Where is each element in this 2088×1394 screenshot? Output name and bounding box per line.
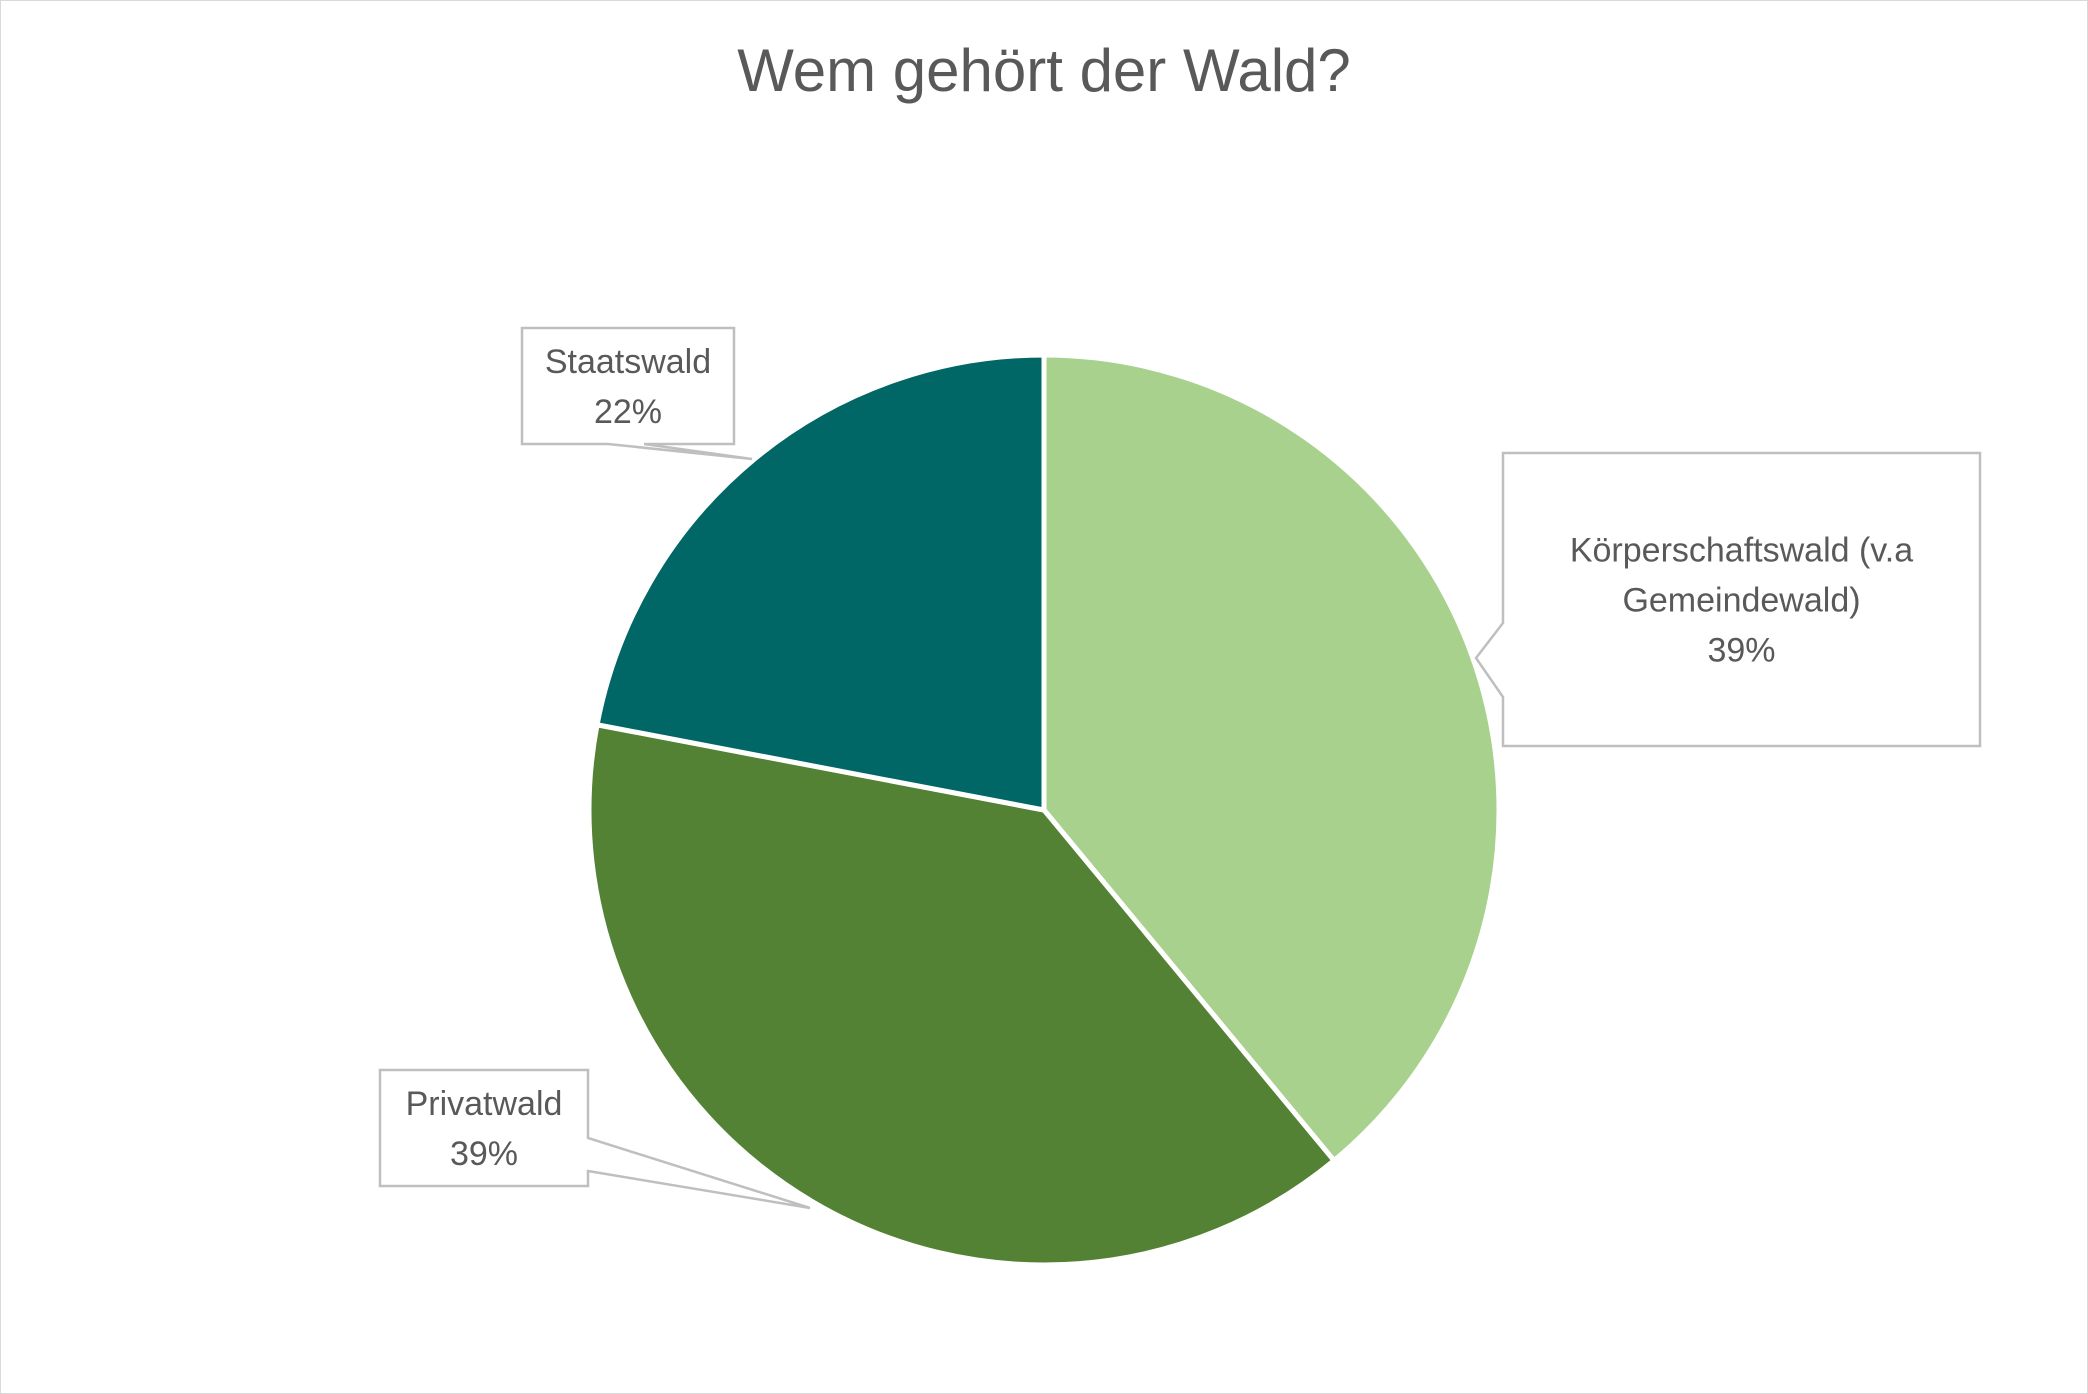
chart-title: Wem gehört der Wald? (737, 37, 1351, 104)
label-callout-box (520, 326, 753, 461)
data-label-category: Privatwald (406, 1085, 563, 1123)
label-callout-box (1474, 451, 1982, 748)
leader-lines (378, 326, 1982, 1210)
pie-slices (586, 352, 1502, 1268)
data-label-koerperschaftswald: Körperschaftswald (v.a Gemeindewald) 39% (1570, 532, 1913, 670)
data-label-percent: 39% (1707, 632, 1775, 670)
data-label-category: Körperschaftswald (v.a (1570, 532, 1913, 570)
pie-slice-privatwald (586, 722, 1337, 1268)
pie-slice-körperschaftswald-v-a-gemeindewald (1041, 352, 1502, 1164)
data-labels: Körperschaftswald (v.aGemeindewald)39%Pr… (406, 343, 1914, 1173)
data-label-staatswald: Staatswald 22% (545, 343, 711, 431)
data-label-category: Gemeindewald) (1622, 582, 1860, 620)
data-label-percent: 39% (450, 1135, 518, 1173)
data-label-privatwald: Privatwald 39% (406, 1085, 563, 1173)
data-label-percent: 22% (594, 393, 662, 431)
pie-slice-staatswald (594, 352, 1047, 813)
label-callout-box (378, 1068, 811, 1210)
data-label-category: Staatswald (545, 343, 711, 381)
